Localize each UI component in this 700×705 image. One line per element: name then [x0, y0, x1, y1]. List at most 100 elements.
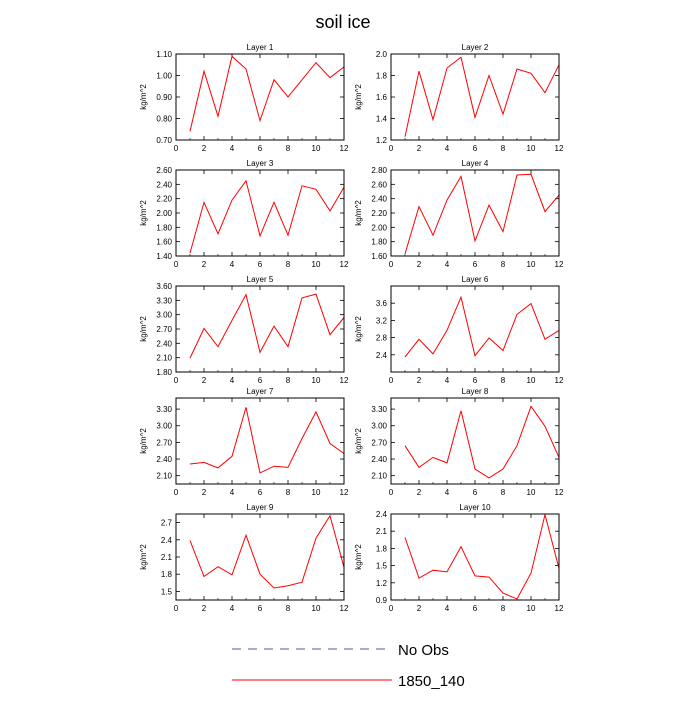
panel-layer-1: Layer 1 kg/m^2 0 2 4 6 8 10 12 0.70 0.80 0.90 1.00 1.…: [139, 43, 349, 153]
y-tick-label: 2.40: [156, 455, 172, 464]
y-axis-label: kg/m^2: [354, 200, 363, 226]
y-tick-label: 1.8: [376, 72, 388, 81]
x-tick-label: 6: [473, 604, 478, 613]
y-tick-label: 2.40: [371, 455, 387, 464]
y-tick-label: 0.90: [156, 93, 172, 102]
x-tick-label: 4: [445, 144, 450, 153]
panel-title: Layer 6: [462, 275, 489, 284]
y-tick-label: 0.80: [156, 115, 172, 124]
y-tick-label: 2.70: [156, 325, 172, 334]
x-tick-label: 0: [389, 488, 394, 497]
x-tick-label: 8: [286, 144, 291, 153]
y-tick-label: 1.80: [371, 238, 387, 247]
x-tick-label: 12: [555, 144, 564, 153]
series-line-1850-140: [404, 405, 560, 479]
y-tick-label: 2.4: [376, 510, 388, 519]
x-tick-label: 2: [202, 488, 207, 497]
plot-frame: [175, 53, 345, 141]
x-tick-label: 0: [389, 376, 394, 385]
x-tick-label: 2: [202, 604, 207, 613]
x-tick-label: 0: [174, 376, 179, 385]
y-tick-label: 0.70: [156, 136, 172, 145]
x-tick-label: 8: [501, 604, 506, 613]
y-tick-label: 2.10: [156, 354, 172, 363]
y-tick-label: 1.60: [371, 252, 387, 261]
y-tick-label: 2.10: [156, 472, 172, 481]
panel-layer-9: Layer 9 kg/m^2 0 2 4 6 8 10 12 1.5 1.8 2.1 2.4 2.7: [139, 503, 349, 613]
y-axis-label: kg/m^2: [139, 316, 148, 342]
plot-frame: [390, 53, 560, 141]
x-tick-label: 0: [174, 144, 179, 153]
x-tick-label: 2: [417, 488, 422, 497]
series-line-1850-140: [189, 179, 345, 254]
panel-layer-10: Layer 10 kg/m^2 0 2 4 6 8 10 12 0.9 1.2 1.5 1.8 2.1 2.…: [354, 503, 564, 613]
panel-title: Layer 9: [247, 503, 274, 512]
x-tick-label: 12: [555, 488, 564, 497]
y-tick-label: 2.70: [156, 438, 172, 447]
x-tick-label: 10: [527, 260, 536, 269]
y-tick-label: 2.8: [376, 334, 388, 343]
x-tick-label: 10: [312, 376, 321, 385]
panel-title: Layer 8: [462, 387, 489, 396]
x-tick-label: 2: [417, 376, 422, 385]
panel-layer-4: Layer 4 kg/m^2 0 2 4 6 8 10 12 1.60 1.80 2.00 2.20 2.…: [354, 159, 564, 269]
x-tick-label: 8: [286, 260, 291, 269]
x-tick-label: 2: [417, 144, 422, 153]
x-tick-label: 10: [527, 144, 536, 153]
y-tick-label: 1.10: [156, 50, 172, 59]
y-tick-label: 3.60: [156, 282, 172, 291]
y-tick-label: 1.80: [156, 223, 172, 232]
y-tick-label: 1.8: [161, 570, 173, 579]
y-tick-label: 3.00: [156, 311, 172, 320]
x-tick-label: 2: [202, 260, 207, 269]
x-tick-label: 8: [286, 488, 291, 497]
panel-layer-8: Layer 8 kg/m^2 0 2 4 6 8 10 12 2.10 2.40 2.70 3.00 3.…: [354, 387, 564, 497]
y-tick-label: 2.1: [161, 553, 173, 562]
x-tick-label: 0: [389, 144, 394, 153]
y-tick-label: 3.2: [376, 316, 388, 325]
x-tick-label: 10: [312, 488, 321, 497]
y-tick-label: 1.00: [156, 72, 172, 81]
x-tick-label: 12: [555, 260, 564, 269]
x-tick-label: 2: [202, 376, 207, 385]
x-tick-label: 0: [389, 604, 394, 613]
x-tick-label: 10: [312, 260, 321, 269]
x-tick-label: 4: [230, 260, 235, 269]
x-tick-label: 10: [527, 376, 536, 385]
y-tick-label: 3.30: [156, 405, 172, 414]
y-tick-label: 2.40: [156, 180, 172, 189]
x-tick-label: 4: [230, 488, 235, 497]
x-tick-label: 6: [258, 144, 263, 153]
x-tick-label: 6: [258, 376, 263, 385]
x-tick-label: 4: [445, 260, 450, 269]
x-tick-label: 8: [501, 260, 506, 269]
x-tick-label: 2: [202, 144, 207, 153]
x-tick-label: 6: [258, 260, 263, 269]
x-tick-label: 12: [340, 260, 349, 269]
panel-title: Layer 3: [247, 159, 274, 168]
panel-layer-3: Layer 3 kg/m^2 0 2 4 6 8 10 12 1.40 1.60 1.80 2.00 2.…: [139, 159, 349, 269]
x-tick-label: 8: [501, 376, 506, 385]
panel-layer-6: Layer 6 kg/m^2 0 2 4 6 8 10 12 2.4 2.8 3.2 3.6: [354, 275, 564, 385]
x-tick-label: 6: [473, 260, 478, 269]
x-tick-label: 2: [417, 260, 422, 269]
panel-title: Layer 4: [462, 159, 489, 168]
y-tick-label: 2.20: [156, 195, 172, 204]
y-axis-label: kg/m^2: [354, 544, 363, 570]
y-tick-label: 2.4: [376, 351, 388, 360]
x-tick-label: 12: [340, 604, 349, 613]
x-tick-label: 12: [340, 144, 349, 153]
series-line-1850-140: [189, 407, 345, 474]
x-tick-label: 12: [555, 604, 564, 613]
x-tick-label: 0: [174, 604, 179, 613]
y-tick-label: 3.00: [371, 422, 387, 431]
y-tick-label: 2.20: [371, 209, 387, 218]
series-line-1850-140: [189, 55, 345, 132]
series-line-1850-140: [404, 56, 560, 137]
y-tick-label: 1.5: [161, 587, 173, 596]
x-tick-label: 6: [258, 604, 263, 613]
x-tick-label: 12: [340, 488, 349, 497]
y-tick-label: 2.0: [376, 50, 388, 59]
